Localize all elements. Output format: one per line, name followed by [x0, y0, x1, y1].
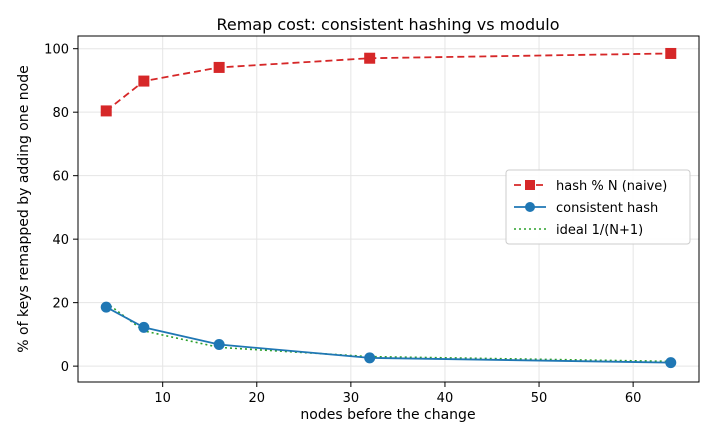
x-tick-label: 40 [437, 391, 454, 406]
legend-marker [525, 180, 535, 190]
y-tick-label: 20 [52, 297, 69, 312]
legend: hash % N (naive) consistent hash ideal 1/(… [505, 169, 691, 245]
legend-marker [525, 202, 535, 212]
legend-box [505, 169, 691, 245]
series-line-hash-n-naive [105, 52, 671, 112]
data-point-consistent-hash [100, 301, 112, 313]
data-point-consistent-hash [213, 339, 225, 351]
series-layer [100, 47, 677, 369]
data-point-consistent-hash [138, 321, 150, 333]
y-tick-label: 0 [61, 360, 69, 375]
plot-frame [77, 35, 700, 383]
ticks: 10 20 30 40 50 60 0 20 40 60 80 100 [44, 43, 641, 406]
x-tick-label: 60 [625, 391, 642, 406]
x-tick-label: 20 [248, 391, 265, 406]
x-tick-label: 50 [531, 391, 548, 406]
chart-title: Remap cost: consistent hashing vs modulo [216, 15, 559, 34]
x-axis-label: nodes before the change [300, 407, 475, 423]
data-point-hash-n-naive [364, 52, 376, 64]
legend-label: ideal 1/(N+1) [556, 223, 643, 238]
y-tick-label: 100 [44, 43, 69, 58]
data-point-consistent-hash [364, 352, 376, 364]
series-line-consistent-hash [105, 306, 671, 364]
data-point-consistent-hash [665, 357, 677, 369]
legend-label: hash % N (naive) [556, 179, 667, 194]
y-tick-label: 60 [52, 170, 69, 185]
data-point-hash-n-naive [100, 105, 112, 117]
data-point-hash-n-naive [665, 47, 677, 59]
series-line-ideal-1-n-1 [105, 302, 671, 363]
data-point-hash-n-naive [213, 61, 225, 73]
legend-label: consistent hash [556, 201, 658, 216]
y-tick-label: 40 [52, 233, 69, 248]
data-point-hash-n-naive [138, 75, 150, 87]
x-tick-label: 10 [154, 391, 171, 406]
y-axis-label: % of keys remapped by adding one node [16, 65, 32, 352]
x-tick-label: 30 [343, 391, 360, 406]
y-tick-label: 80 [52, 106, 69, 121]
